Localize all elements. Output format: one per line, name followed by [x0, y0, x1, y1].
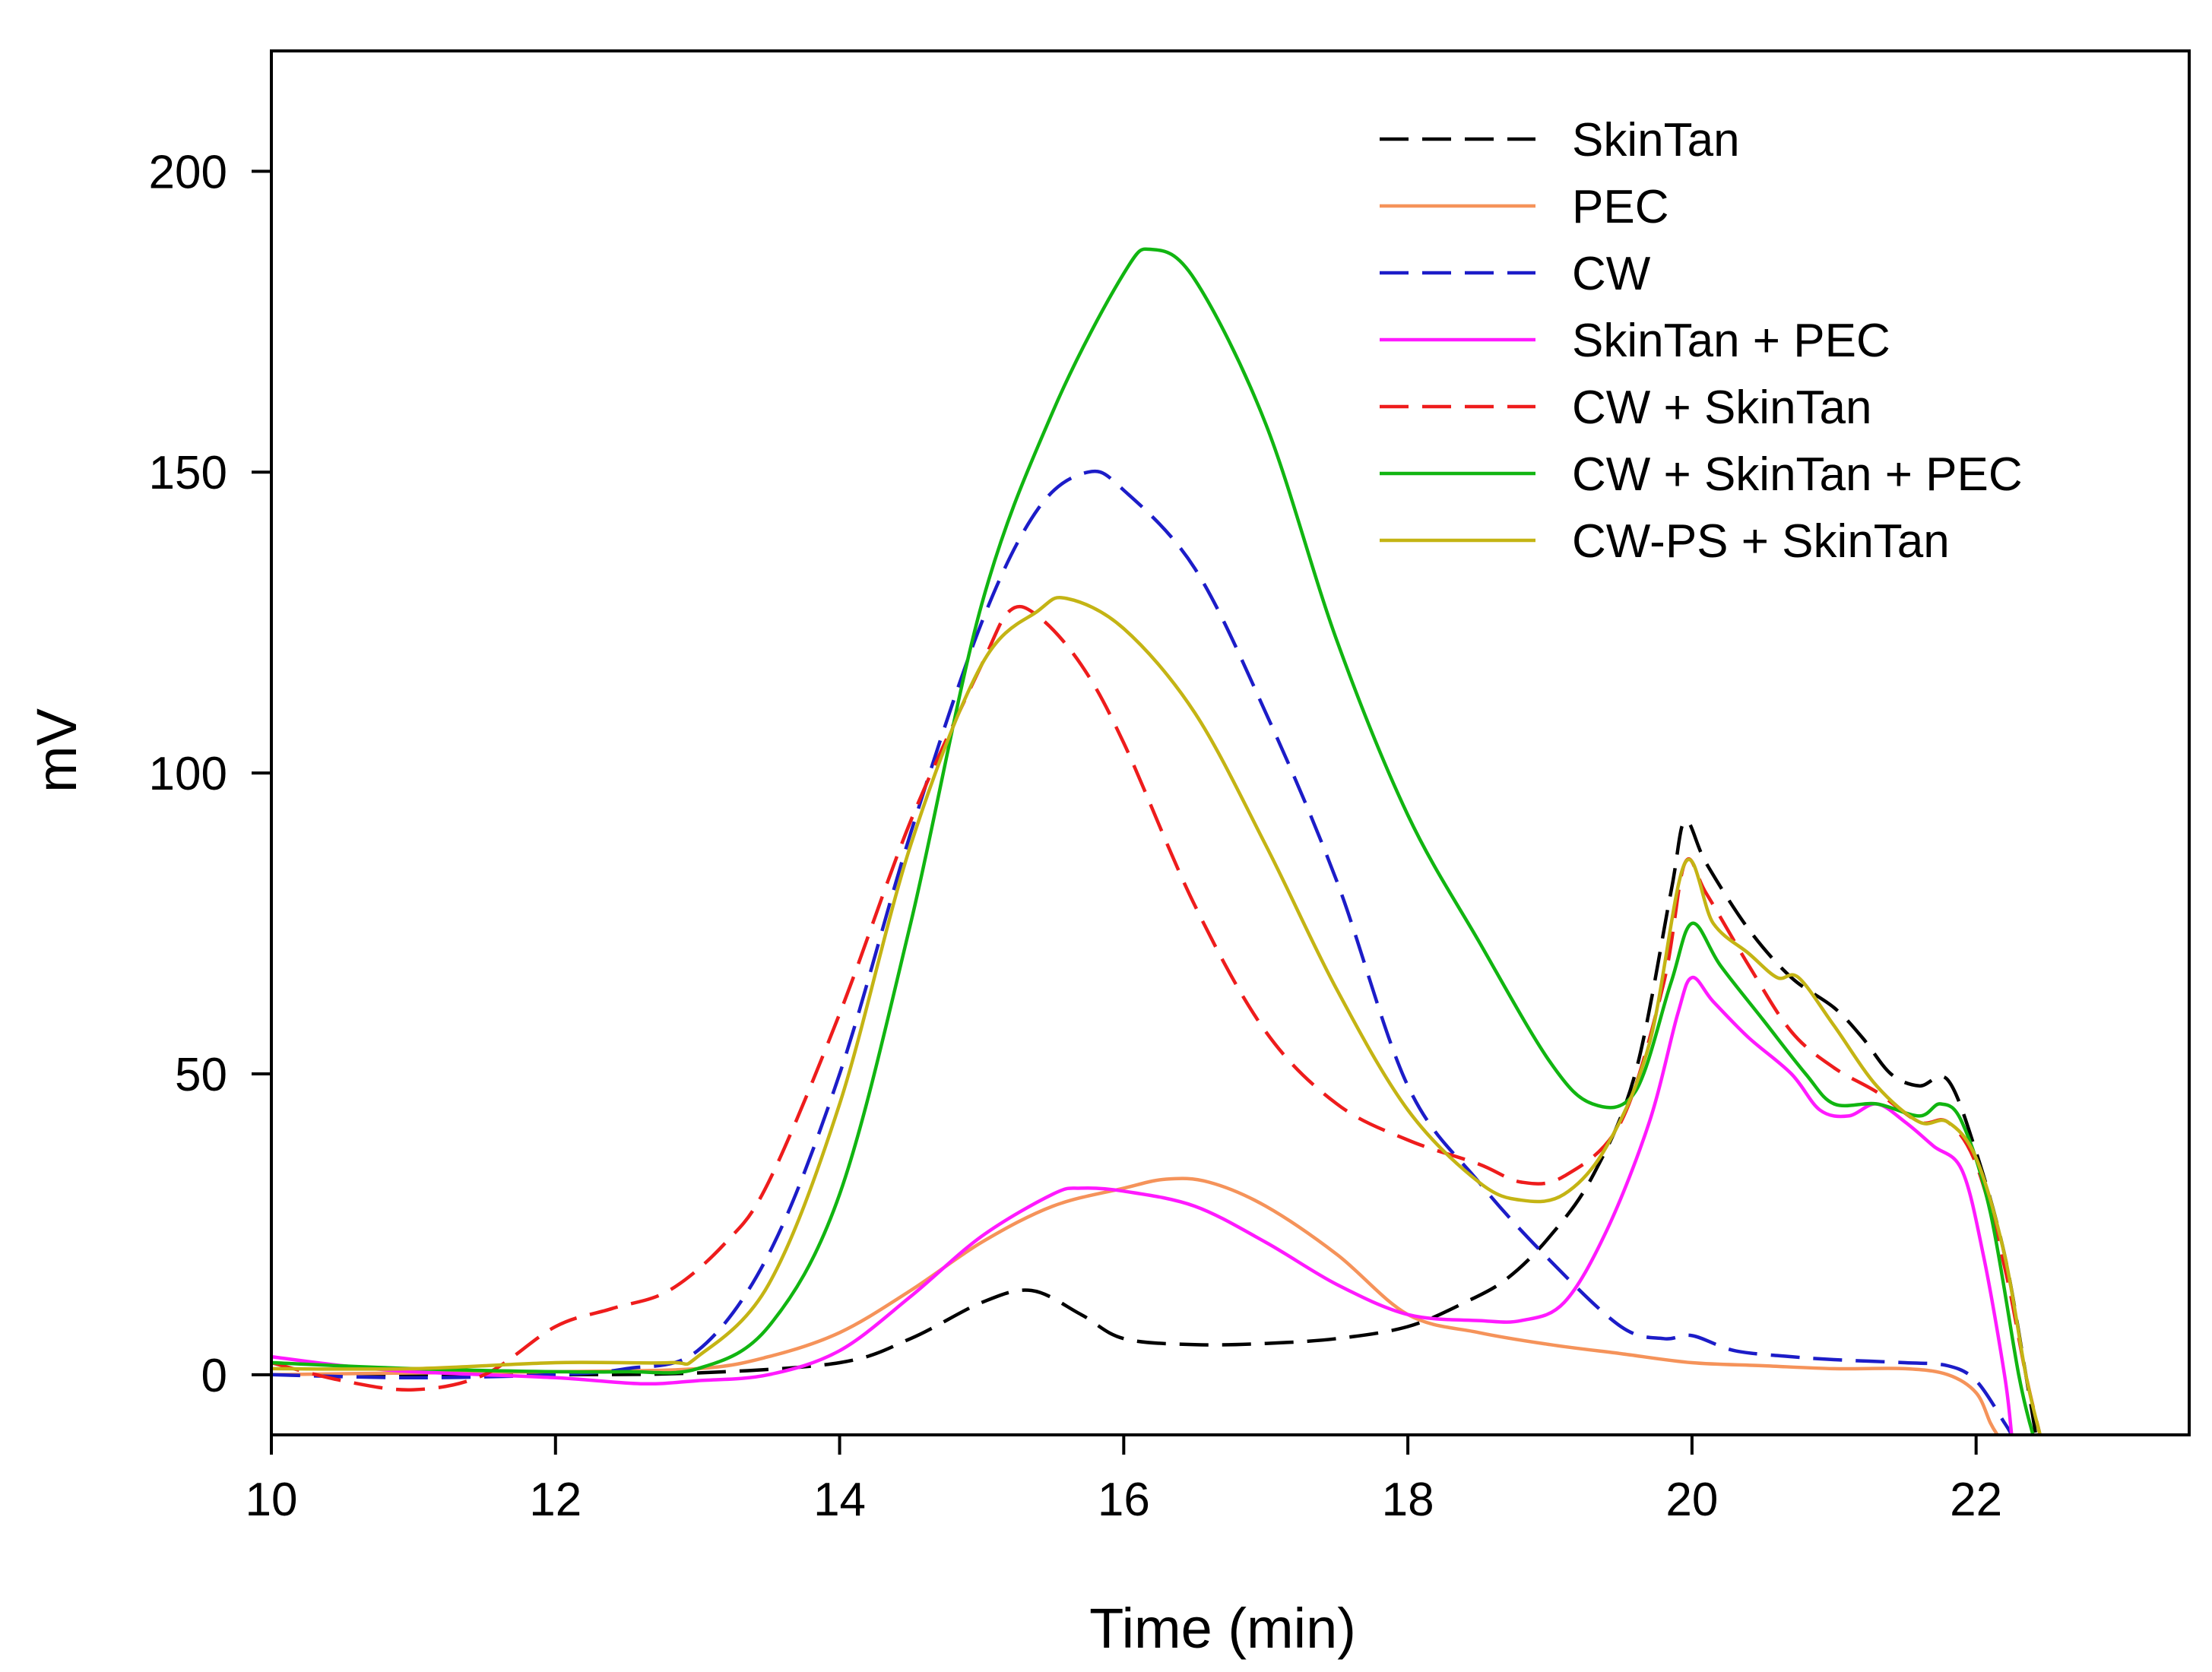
legend-label: CW + SkinTan — [1572, 382, 1872, 434]
series-line-cw-skintan — [271, 604, 2042, 1435]
legend-label: SkinTan + PEC — [1572, 315, 1890, 367]
series-line-skintan — [271, 819, 2038, 1435]
y-tick-label: 150 — [149, 447, 227, 499]
legend-item-cw-skintan-pec: CW + SkinTan + PEC — [1380, 448, 2023, 501]
series-line-cw-ps-skintan — [271, 595, 2042, 1435]
series-layer — [271, 247, 2042, 1435]
legend-item-cw-ps-skintan: CW-PS + SkinTan — [1380, 515, 1950, 568]
legend-item-pec: PEC — [1380, 181, 1669, 233]
series-line-cw — [271, 469, 2014, 1435]
y-tick-label: 200 — [149, 146, 227, 198]
legend-label: CW — [1572, 248, 1651, 300]
x-tick-label: 22 — [1950, 1474, 2002, 1526]
legend-item-cw-skintan: CW + SkinTan — [1380, 382, 1872, 434]
x-tick-label: 10 — [246, 1474, 298, 1526]
y-tick-label: 0 — [201, 1350, 227, 1402]
legend-label: SkinTan — [1572, 114, 1740, 166]
legend-item-cw: CW — [1380, 248, 1651, 300]
x-tick-label: 20 — [1665, 1474, 1718, 1526]
x-tick-label: 14 — [813, 1474, 866, 1526]
x-tick-label: 16 — [1098, 1474, 1150, 1526]
x-axis-title: Time (min) — [1089, 1597, 1356, 1660]
y-axis-title: mV — [25, 708, 88, 793]
legend-label: CW + SkinTan + PEC — [1572, 448, 2023, 501]
legend-item-skintan-pec: SkinTan + PEC — [1380, 315, 1890, 367]
series-line-cw-skintan-pec — [271, 247, 2035, 1435]
plot-area-frame — [270, 49, 2191, 1436]
legend-label: CW-PS + SkinTan — [1572, 515, 1950, 568]
series-line-pec — [271, 1176, 1999, 1435]
y-tick-label: 100 — [149, 748, 227, 800]
x-tick-label: 18 — [1382, 1474, 1434, 1526]
legend-item-skintan: SkinTan — [1380, 114, 1740, 166]
y-tick-label: 50 — [175, 1049, 227, 1101]
ticks-layer: 10 12 14 16 18 20 22 0 50 100 150 200 — [149, 146, 2003, 1526]
x-tick-label: 12 — [529, 1474, 582, 1526]
legend-label: PEC — [1572, 181, 1669, 233]
legend: SkinTan PEC CW SkinTan + PEC CW + SkinTan CW … — [1380, 114, 2023, 568]
